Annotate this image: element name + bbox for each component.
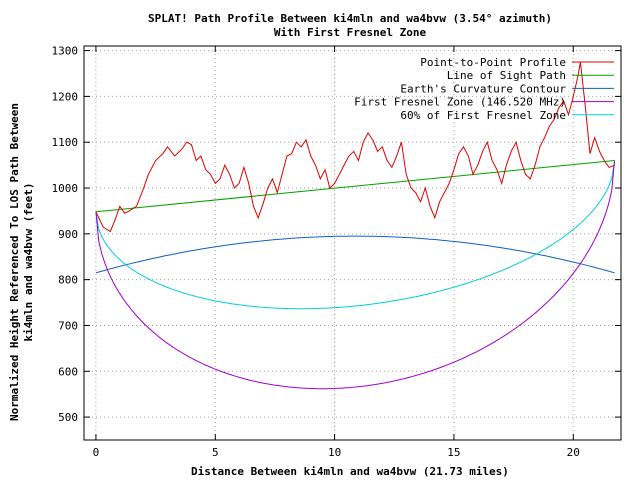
legend-label: Earth's Curvature Contour (400, 82, 566, 95)
series-line-2 (95, 235, 615, 274)
series-line-4 (95, 160, 616, 310)
y-tick-label: 1100 (52, 136, 79, 149)
x-tick-label: 15 (447, 446, 460, 459)
x-axis-label: Distance Between ki4mln and wa4bvw (21.7… (191, 465, 509, 478)
y-tick-label: 1200 (52, 90, 79, 103)
series-line-3 (95, 160, 616, 390)
y-tick-label: 600 (58, 365, 78, 378)
y-axis-label-line1: Normalized Height Referenced To LOS Path… (8, 103, 21, 421)
plot-frame (83, 45, 622, 441)
chart-subtitle: With First Fresnel Zone (274, 26, 427, 39)
y-tick-label: 700 (58, 319, 78, 332)
series-line-0 (95, 61, 615, 233)
legend-label: First Fresnel Zone (146.520 MHz) (354, 96, 566, 109)
y-tick-label: 1300 (52, 45, 79, 58)
x-axis-ticks: 0 5 10 15 20 (93, 46, 580, 459)
y-tick-label: 1000 (52, 182, 79, 195)
x-tick-label: 0 (93, 446, 100, 459)
y-tick-label: 500 (58, 411, 78, 424)
chart-title: SPLAT! Path Profile Between ki4mln and w… (148, 12, 552, 25)
series-line-1 (95, 160, 615, 213)
y-tick-label: 900 (58, 228, 78, 241)
y-axis-label-line2: ki4mln and wa4bvw (feet) (22, 183, 35, 342)
y-axis-ticks: 500 600 700 800 900 1000 1100 1200 1300 (52, 45, 621, 424)
legend-label: Point-to-Point Profile (420, 56, 566, 69)
x-tick-label: 20 (567, 446, 580, 459)
x-tick-label: 10 (328, 446, 341, 459)
y-tick-label: 800 (58, 274, 78, 287)
legend-label: 60% of First Fresnel Zone (400, 109, 566, 122)
legend-label: Line of Sight Path (447, 69, 566, 82)
grid-lines (84, 46, 621, 440)
x-tick-label: 5 (212, 446, 219, 459)
plot-series (95, 61, 616, 390)
